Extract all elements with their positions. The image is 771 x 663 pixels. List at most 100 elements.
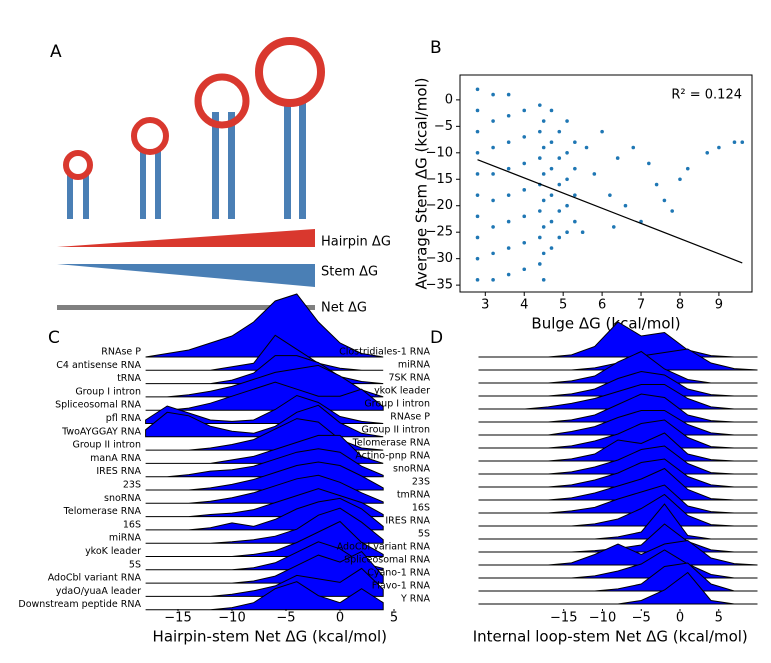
point (717, 145, 721, 150)
point (475, 151, 480, 155)
point (538, 209, 542, 213)
ridge-label: Spliceosomal RNA (344, 555, 430, 566)
point (538, 129, 542, 134)
point (573, 219, 577, 224)
diagram-label: Net ΔG (321, 301, 367, 316)
point (475, 129, 480, 134)
point (538, 235, 542, 240)
point (538, 156, 542, 160)
loop (131, 117, 169, 155)
point (475, 235, 480, 240)
stem (67, 175, 73, 219)
ridge (145, 381, 384, 411)
ridge-label: ydaO/yuaA leader (56, 586, 141, 597)
ridge-label: Telomerase RNA (63, 506, 142, 517)
point (662, 198, 667, 203)
ridge-label: 5S (418, 529, 430, 540)
ridge-label: TwoAYGGAY RNA (61, 426, 141, 437)
point (506, 166, 511, 171)
ridge (478, 445, 758, 475)
point (557, 182, 562, 187)
ridge-label: 16S (123, 519, 141, 530)
plot-frame (459, 74, 753, 293)
point (705, 151, 710, 155)
point (538, 262, 542, 266)
point (475, 172, 480, 176)
y-tick-label: −25 (426, 225, 453, 240)
point (565, 151, 569, 155)
loop (255, 37, 325, 107)
ridge-label: Y RNA (400, 594, 431, 605)
ridge (478, 370, 758, 397)
ridge (478, 350, 758, 384)
point (549, 166, 554, 171)
point (522, 161, 527, 166)
y-tick-label: −35 (426, 278, 453, 293)
x-tick-label: 5 (559, 298, 567, 313)
panel-label: D (430, 328, 443, 348)
point (549, 140, 554, 145)
ridge-label: ykoK leader (85, 546, 141, 557)
ridge (478, 419, 758, 449)
ridge-label: Cyano-1 RNA (367, 568, 430, 579)
point (541, 278, 546, 282)
ridge-label: Spliceosomal RNA (55, 400, 141, 411)
point (522, 214, 527, 219)
point (506, 272, 511, 277)
ridge-label: Group II intron (362, 425, 430, 436)
ridge-label: miRNA (109, 533, 142, 544)
point (541, 172, 546, 176)
point (584, 145, 589, 150)
point (549, 246, 554, 250)
point (573, 166, 577, 171)
ridge (145, 581, 384, 611)
ridge (478, 321, 758, 358)
ridge (145, 550, 384, 584)
point (522, 188, 527, 192)
point (491, 225, 495, 229)
point (475, 214, 480, 219)
ridge (478, 393, 758, 423)
point (740, 140, 745, 145)
stem (83, 175, 89, 219)
ridge (478, 484, 758, 514)
x-tick-label: −15 (164, 611, 191, 626)
point (491, 278, 495, 282)
point (615, 156, 620, 160)
ridge-label: tmRNA (397, 490, 431, 501)
ridge-label: 7SK RNA (388, 373, 430, 384)
x-axis-label: Hairpin-stem Net ΔG (kcal/mol) (153, 628, 387, 646)
point (506, 113, 511, 118)
ridge (145, 334, 384, 371)
stem-wedge (57, 264, 315, 287)
ridge-label: Group I intron (364, 399, 430, 410)
point (557, 129, 562, 134)
ridge-label: manA RNA (90, 453, 141, 464)
ridge (478, 432, 758, 462)
point (592, 172, 597, 176)
point (631, 145, 636, 150)
point (557, 156, 562, 160)
x-axis-label: Internal loop-stem Net ΔG (kcal/mol) (473, 628, 748, 646)
point (541, 145, 546, 150)
net-bar (57, 305, 315, 310)
ridge-label: 5S (129, 559, 141, 570)
panel-label: A (50, 42, 62, 62)
ridge-label: Flavo-1 RNA (372, 581, 431, 592)
ridge (478, 503, 758, 540)
x-tick-label: 6 (598, 298, 606, 313)
point (491, 251, 495, 256)
y-tick-label: −5 (434, 119, 453, 134)
point (541, 119, 546, 123)
point (565, 230, 569, 234)
point (541, 251, 546, 256)
point (541, 225, 546, 229)
point (678, 177, 682, 182)
point (491, 92, 495, 97)
point (491, 172, 495, 176)
ridge-label: snoRNA (104, 493, 141, 504)
point (565, 177, 569, 182)
ridge-label: snoRNA (393, 464, 430, 475)
x-tick-label: 5 (390, 611, 398, 626)
